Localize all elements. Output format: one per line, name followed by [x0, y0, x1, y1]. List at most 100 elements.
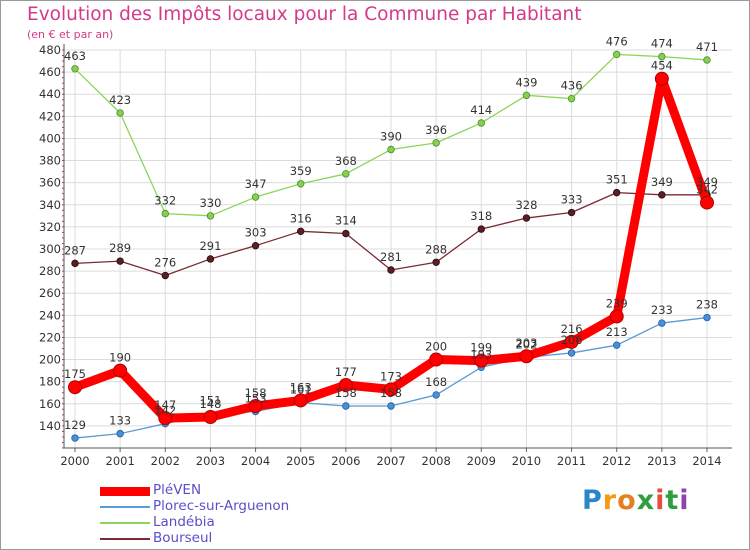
data-label: 303: [245, 226, 267, 240]
data-label: 291: [199, 239, 221, 253]
y-tick-label: 220: [39, 330, 61, 344]
series-point: [654, 71, 669, 86]
legend-label: Bourseul: [153, 530, 213, 546]
y-tick-label: 340: [39, 198, 61, 212]
y-tick-label: 480: [39, 43, 61, 57]
y-tick-label: 380: [39, 154, 61, 168]
series-point: [293, 393, 308, 408]
data-label: 471: [696, 40, 718, 54]
data-label: 476: [606, 34, 628, 48]
series-point: [251, 241, 260, 250]
data-label: 351: [606, 173, 628, 187]
logo-letter: P: [582, 485, 603, 516]
data-label: 347: [245, 177, 267, 191]
data-label: 328: [515, 198, 537, 212]
data-label: 158: [245, 386, 267, 400]
data-label: 147: [154, 398, 176, 412]
y-tick-label: 400: [39, 131, 61, 145]
data-label: 314: [335, 214, 357, 228]
legend-swatch: [100, 538, 150, 540]
data-label: 396: [425, 123, 447, 137]
series-point: [564, 334, 579, 349]
legend: PléVEN Plorec-sur-Arguenon Landébia Bourseu…: [100, 482, 360, 547]
data-label: 133: [109, 414, 131, 428]
data-label: 233: [651, 303, 673, 317]
legend-swatch: [100, 522, 150, 524]
data-label: 203: [515, 336, 537, 350]
series-point: [68, 380, 82, 395]
data-label: 239: [606, 296, 628, 310]
series-point: [342, 229, 350, 238]
legend-label: Plorec-sur-Arguenon: [153, 498, 290, 514]
data-label: 342: [696, 183, 718, 197]
data-label: 177: [335, 365, 357, 379]
legend-item: PléVEN: [100, 482, 360, 499]
data-label: 238: [696, 298, 718, 312]
series-point: [567, 349, 576, 357]
logo-letter: t: [665, 485, 680, 516]
series-point: [161, 271, 169, 280]
series-point: [477, 119, 485, 127]
data-label: 173: [380, 369, 402, 383]
data-label: 175: [64, 367, 86, 381]
data-label: 333: [561, 193, 583, 207]
y-tick-label: 140: [39, 419, 61, 433]
x-tick-label: 2008: [422, 454, 451, 468]
data-label: 193: [470, 347, 492, 361]
data-label: 288: [425, 242, 447, 256]
data-label: 142: [154, 404, 176, 418]
data-label: 161: [290, 383, 312, 397]
x-tick-label: 2000: [60, 454, 89, 468]
series-point: [703, 56, 711, 64]
x-tick-label: 2002: [151, 454, 180, 468]
series-point: [474, 353, 489, 368]
series-point: [161, 209, 169, 218]
x-tick-label: 2001: [106, 454, 135, 468]
series-point: [116, 429, 124, 438]
series-point: [432, 139, 440, 147]
x-tick-label: 2011: [557, 454, 586, 468]
series-point: [206, 212, 215, 220]
series-point: [387, 402, 395, 410]
data-label: 318: [470, 209, 492, 223]
data-label: 276: [154, 256, 176, 270]
data-labels: 175 190 147 148 158 163 177 173 200 199 203 216 239 4…: [64, 34, 718, 432]
series-point: [384, 382, 398, 397]
data-label: 359: [290, 164, 312, 178]
data-label: 454: [651, 59, 673, 73]
x-tick-label: 2007: [376, 454, 405, 468]
series-point: [71, 434, 79, 442]
data-label: 199: [470, 341, 492, 355]
data-label: 289: [109, 241, 131, 255]
series-point: [700, 195, 714, 210]
y-tick-label: 200: [39, 353, 61, 367]
series-point: [297, 227, 305, 236]
series-point: [658, 191, 666, 199]
data-label: 168: [425, 375, 447, 389]
series-point: [522, 214, 531, 222]
y-tick-label: 320: [39, 220, 61, 234]
data-label: 332: [154, 194, 176, 208]
proxiti-logo: Proxiti: [582, 485, 690, 516]
data-label: 206: [561, 333, 583, 347]
series-point: [477, 225, 485, 233]
y-tick-label: 420: [39, 109, 61, 123]
y-tick-label: 360: [39, 176, 61, 190]
data-label: 202: [515, 337, 537, 351]
data-label: 439: [515, 75, 537, 89]
data-label: 349: [696, 175, 718, 189]
y-tick-label: 460: [39, 65, 61, 79]
series-point: [206, 255, 215, 263]
data-label: 190: [109, 351, 131, 365]
series-point: [703, 313, 711, 322]
data-label: 163: [290, 380, 312, 394]
x-tick-label: 2012: [602, 454, 631, 468]
series-point: [248, 398, 263, 413]
x-tick-label: 2003: [196, 454, 225, 468]
series-point: [658, 319, 666, 327]
data-label: 368: [335, 154, 357, 168]
data-label: 148: [199, 397, 221, 411]
x-tick-label: 2010: [512, 454, 541, 468]
series-point: [158, 411, 173, 426]
